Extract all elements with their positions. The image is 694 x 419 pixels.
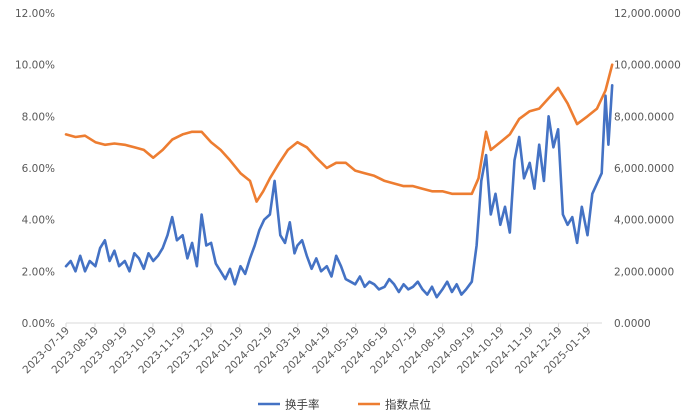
series-line xyxy=(64,84,614,299)
y-right-tick-label: 0.0000 xyxy=(614,318,651,330)
y-right-tick-label: 6,000.0000 xyxy=(614,163,674,175)
series-lines xyxy=(64,63,614,299)
y-right-tick-label: 2,000.0000 xyxy=(614,266,674,278)
legend-entry: 指数点位 xyxy=(385,398,431,412)
series-line xyxy=(64,63,614,203)
y-left-tick-label: 2.00% xyxy=(22,266,55,278)
y-right-tick-label: 4,000.0000 xyxy=(614,215,674,227)
y-left-tick-label: 4.00% xyxy=(22,215,55,227)
legend: 换手率 指数点位 xyxy=(258,398,431,412)
y-right-tick-label: 10,000.0000 xyxy=(614,60,681,72)
axes: 2023-07-192023-08-192023-09-192023-10-19… xyxy=(15,8,681,376)
y-right-tick-label: 8,000.0000 xyxy=(614,111,674,123)
legend-entry: 换手率 xyxy=(285,398,320,412)
y-left-tick-label: 10.00% xyxy=(15,60,55,72)
y-left-tick-label: 6.00% xyxy=(22,163,55,175)
y-left-tick-label: 12.00% xyxy=(15,8,55,20)
y-right-tick-label: 12,000.0000 xyxy=(614,8,681,20)
y-left-tick-label: 0.00% xyxy=(22,318,55,330)
y-left-tick-label: 8.00% xyxy=(22,111,55,123)
